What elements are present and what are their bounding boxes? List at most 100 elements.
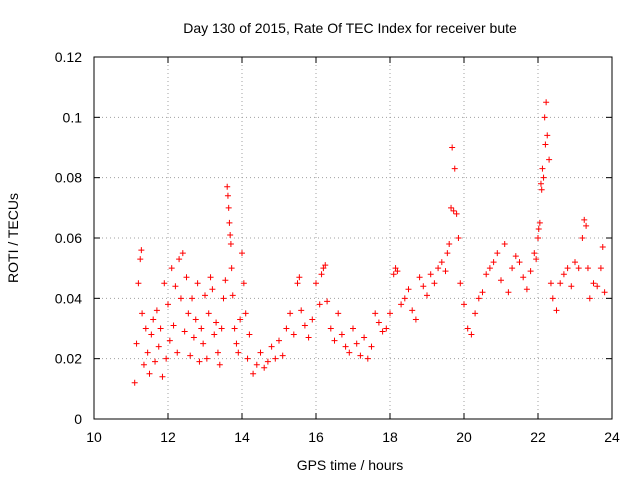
data-point <box>203 355 210 362</box>
data-point <box>560 271 567 278</box>
data-point <box>192 316 199 323</box>
data-point <box>216 361 223 368</box>
data-point <box>316 301 323 308</box>
data-point <box>153 307 160 314</box>
data-point <box>276 337 282 344</box>
data-point <box>157 325 164 332</box>
data-point <box>498 277 504 284</box>
data-point <box>479 289 486 296</box>
y-tick-label: 0.12 <box>55 49 82 65</box>
data-point <box>346 349 353 356</box>
data-point <box>290 331 297 338</box>
data-point <box>322 262 329 269</box>
data-point <box>233 340 240 347</box>
data-point <box>226 219 233 226</box>
data-point <box>131 379 138 386</box>
data-point <box>189 295 196 302</box>
x-tick-label: 18 <box>382 429 398 445</box>
data-point <box>313 280 319 287</box>
data-point <box>353 340 360 347</box>
data-point <box>174 349 181 356</box>
data-point <box>364 355 371 362</box>
data-point <box>235 349 242 356</box>
data-point <box>546 156 553 163</box>
data-point <box>229 292 236 299</box>
data-point <box>324 298 331 305</box>
data-point <box>211 331 218 338</box>
data-point <box>572 259 578 266</box>
data-point <box>579 235 586 241</box>
data-point <box>490 259 497 266</box>
data-point <box>342 343 349 350</box>
data-point <box>227 241 234 248</box>
data-point <box>523 286 530 293</box>
x-tick-label: 16 <box>308 429 324 445</box>
data-point <box>133 340 140 347</box>
data-point <box>239 250 245 257</box>
data-point <box>401 295 408 302</box>
data-point <box>227 231 234 238</box>
data-point <box>283 325 290 332</box>
x-tick-label: 14 <box>234 429 250 445</box>
data-point <box>166 337 173 344</box>
data-point <box>494 250 501 257</box>
x-axis-label: GPS time / hours <box>297 457 404 473</box>
data-point <box>165 301 171 308</box>
data-point <box>450 207 457 214</box>
data-point <box>172 283 179 290</box>
data-point <box>584 265 591 272</box>
data-point <box>597 265 604 272</box>
data-point <box>220 295 227 302</box>
y-axis-label: ROTI / TECUs <box>5 193 21 283</box>
data-point <box>483 271 490 278</box>
data-point <box>387 310 393 317</box>
data-point <box>142 325 149 332</box>
data-point <box>594 283 601 290</box>
data-points <box>131 99 608 386</box>
data-point <box>449 144 456 151</box>
data-point <box>453 210 460 217</box>
data-point <box>225 204 232 211</box>
data-point <box>139 310 146 317</box>
data-point <box>135 280 142 287</box>
data-point <box>170 322 177 329</box>
data-point <box>583 222 590 229</box>
data-point <box>564 265 571 272</box>
data-point <box>214 349 221 356</box>
data-point <box>224 192 231 199</box>
y-tick-label: 0.06 <box>55 230 82 246</box>
data-point <box>246 331 253 338</box>
data-point <box>412 316 419 323</box>
data-point <box>163 355 170 362</box>
data-point <box>257 349 264 356</box>
data-point <box>272 355 279 362</box>
data-point <box>424 292 430 299</box>
data-point <box>264 358 271 365</box>
data-point <box>357 352 364 359</box>
data-point <box>375 319 382 326</box>
data-point <box>320 265 327 272</box>
data-point <box>228 265 235 272</box>
y-tick-label: 0 <box>74 411 82 427</box>
data-point <box>305 334 312 341</box>
data-point <box>261 364 268 371</box>
data-point <box>194 280 201 287</box>
data-point <box>368 343 375 350</box>
data-point <box>557 280 564 287</box>
data-point <box>464 325 471 332</box>
data-point <box>461 301 467 308</box>
data-point <box>146 370 153 377</box>
x-tick-label: 20 <box>456 429 472 445</box>
data-point <box>390 271 397 278</box>
data-point <box>420 283 427 290</box>
data-point <box>542 141 549 148</box>
y-tick-label: 0.04 <box>55 290 82 306</box>
data-point <box>427 271 434 278</box>
data-point <box>486 265 493 272</box>
data-point <box>536 219 543 226</box>
data-point <box>446 241 453 248</box>
data-point <box>568 283 575 290</box>
data-point <box>140 361 147 368</box>
data-point <box>516 259 523 266</box>
data-point <box>541 114 548 121</box>
